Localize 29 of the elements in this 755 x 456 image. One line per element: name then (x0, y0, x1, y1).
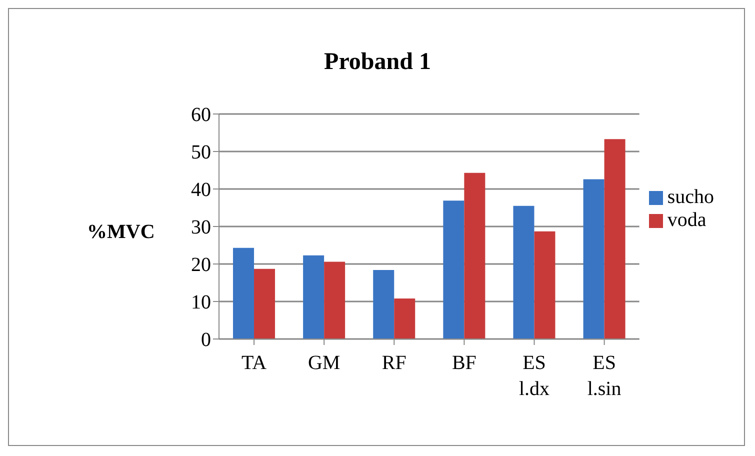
x-tick-label: BF (452, 352, 476, 374)
bar (464, 172, 486, 339)
bar (233, 248, 254, 339)
x-tick-label: GM (308, 352, 340, 374)
y-tick-label: 40 (191, 179, 211, 202)
bar (513, 206, 534, 339)
legend-label: sucho (667, 186, 714, 208)
x-tick-label: RF (382, 352, 406, 374)
bar (394, 298, 416, 339)
y-tick-label: 10 (191, 292, 211, 314)
y-tick-label: 50 (191, 142, 211, 164)
y-tick-label: 20 (191, 254, 211, 276)
bar (604, 139, 626, 339)
x-tick-label: TA (241, 352, 268, 374)
bar (373, 270, 394, 339)
bar (303, 255, 324, 339)
bar (254, 268, 276, 339)
legend-label: voda (667, 209, 706, 231)
y-axis-title: %MVC (87, 221, 155, 244)
y-tick-label: 30 (191, 216, 211, 239)
y-tick-label: 60 (191, 104, 211, 126)
x-tick-label: ES l.dx (518, 352, 550, 400)
y-tick-label: 0 (201, 329, 211, 352)
bar (443, 200, 464, 339)
x-tick-label: ES l.sin (587, 352, 622, 400)
bar (324, 262, 346, 339)
chart-title: Proband 1 (323, 49, 432, 76)
bar (583, 179, 604, 339)
bar (534, 231, 556, 339)
